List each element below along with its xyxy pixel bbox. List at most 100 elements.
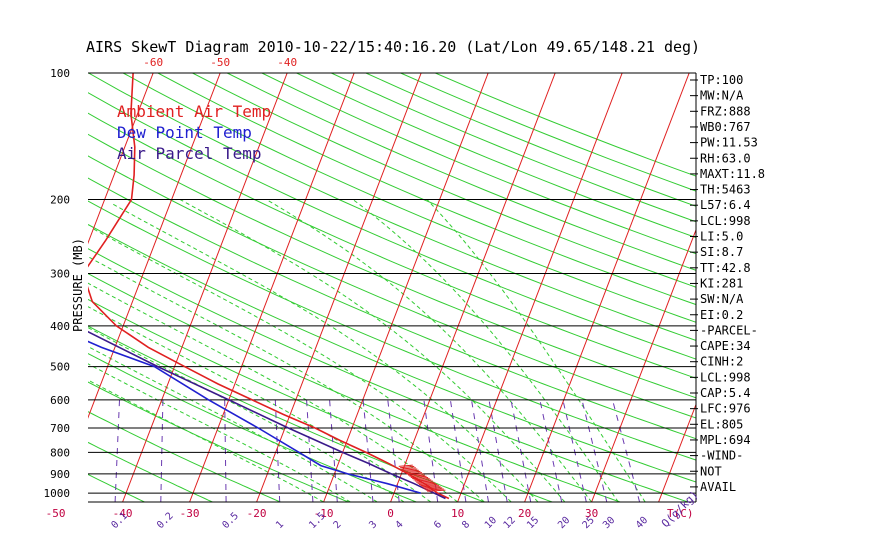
parameter-entry: MPL:694	[700, 433, 751, 447]
parameter-entry: CAP:5.4	[700, 386, 751, 400]
x-axis-unit-label: T(C)	[667, 507, 694, 520]
mixing-ratio-line	[329, 399, 338, 502]
legend: Ambient Air Temp Dew Point Temp Air Parc…	[117, 102, 271, 163]
mixing-ratio-line	[581, 399, 608, 502]
parameter-entry: -WIND-	[700, 449, 743, 463]
parameter-entry: PW:11.53	[700, 136, 758, 150]
mixing-ratio-line	[539, 399, 563, 502]
moist-adiabat	[352, 199, 619, 502]
dry-adiabat	[88, 155, 696, 419]
parameter-entry: LFC:976	[700, 402, 751, 416]
isotherm	[591, 228, 696, 502]
moist-adiabat	[112, 203, 539, 502]
mixing-ratio-label: 3	[367, 519, 379, 531]
moist-adiabat	[88, 282, 458, 502]
isotherm	[256, 73, 422, 502]
parameter-entry: MW:N/A	[700, 89, 744, 103]
bottom-temp-tick-label: 20	[518, 507, 531, 520]
isotherm	[524, 73, 690, 502]
mixing-ratio-label: 30	[601, 515, 617, 531]
legend-item-parcel-temp: Air Parcel Temp	[117, 144, 262, 163]
pressure-tick-label: 900	[50, 468, 70, 481]
mixing-ratio-label: 12	[502, 515, 518, 531]
pressure-tick-label: 200	[50, 193, 70, 206]
moist-adiabat	[88, 256, 485, 502]
dry-adiabat	[226, 73, 696, 271]
mixing-ratio-line	[362, 399, 374, 502]
mixing-ratio-line	[612, 399, 641, 502]
plot-frame	[88, 72, 697, 503]
mixing-ratio-line	[449, 399, 467, 502]
mixing-ratio-line	[471, 399, 489, 502]
parameter-entry: FRZ:888	[700, 104, 751, 118]
dry-adiabat	[88, 248, 689, 502]
parameter-entry: TT:42.8	[700, 261, 751, 275]
mixing-ratio-label: 2	[332, 519, 344, 531]
pressure-tick-label: 500	[50, 361, 70, 374]
parameter-entry: NOT	[700, 464, 722, 478]
parameter-entry: CAPE:34	[700, 339, 751, 353]
dew-point-line	[88, 340, 422, 494]
pressure-tick-label: 700	[50, 422, 70, 435]
dry-adiabat	[157, 73, 696, 306]
isotherm	[88, 73, 221, 419]
dry-adiabat	[88, 92, 696, 360]
parameter-entry: EI:0.2	[700, 308, 743, 322]
dry-adiabat	[88, 200, 696, 461]
mixing-ratio-label: 8	[460, 519, 472, 531]
parameter-entry: -PARCEL-	[700, 323, 758, 337]
mixing-ratio-label: 4	[394, 519, 406, 531]
mixing-ratio-line	[488, 399, 508, 502]
legend-item-ambient-temp: Ambient Air Temp	[117, 102, 271, 121]
parcel-temp-line	[88, 330, 446, 500]
dry-adiabat	[365, 73, 696, 207]
parameter-entry: LCL:998	[700, 370, 751, 384]
mixing-ratio-line	[274, 399, 281, 502]
mixing-ratio-label: 10	[483, 515, 499, 531]
parameter-entry: KI:281	[700, 276, 743, 290]
mixing-ratio-line	[562, 399, 587, 502]
parameter-entry: AVAIL	[700, 480, 736, 494]
y-axis-label: PRESSURE (MB)	[71, 238, 85, 332]
mixing-ratio-label: 0.2	[155, 511, 176, 532]
dry-adiabat	[88, 411, 281, 502]
legend-item-dew-point: Dew Point Temp	[117, 123, 252, 142]
mixing-ratio-line	[114, 399, 120, 502]
isotherm	[0, 73, 19, 502]
dry-adiabat	[88, 441, 213, 502]
bottom-temp-tick-label: 0	[387, 507, 394, 520]
mixing-ratio-line	[224, 399, 227, 502]
parameter-entry: LCL:998	[700, 214, 751, 228]
top-temp-tick-label: -50	[210, 56, 230, 69]
dry-adiabat	[261, 73, 696, 255]
top-temp-tick-label: -60	[143, 56, 163, 69]
parameter-entry: SI:8.7	[700, 245, 743, 259]
pressure-tick-label: 1000	[44, 487, 71, 500]
mixing-ratio-label: 6	[432, 519, 444, 531]
moist-adiabat	[88, 363, 351, 502]
isotherm	[323, 73, 489, 502]
dry-adiabat	[400, 73, 696, 192]
isotherm	[189, 73, 355, 502]
dry-adiabat	[296, 73, 696, 239]
parameter-entry: EL:805	[700, 417, 743, 431]
parameter-entry: RH:63.0	[700, 151, 751, 165]
top-temp-tick-label: -40	[277, 56, 297, 69]
parameter-entry: TH:5463	[700, 183, 751, 197]
isotherm	[658, 403, 696, 502]
isotherm	[390, 73, 556, 502]
bottom-temp-tick-label: -50	[46, 507, 66, 520]
pressure-tick-label: 600	[50, 394, 70, 407]
mixing-ratio-label: 20	[556, 515, 572, 531]
isotherm	[88, 73, 154, 245]
dry-adiabat	[88, 223, 696, 483]
pressure-tick-label: 400	[50, 320, 70, 333]
bottom-temp-tick-label: -30	[180, 507, 200, 520]
parameter-entry: LI:5.0	[700, 230, 743, 244]
mixing-ratio-label: 40	[634, 515, 650, 531]
dry-adiabat	[88, 177, 696, 440]
parameter-entry: CINH:2	[700, 355, 743, 369]
pressure-tick-label: 300	[50, 267, 70, 280]
